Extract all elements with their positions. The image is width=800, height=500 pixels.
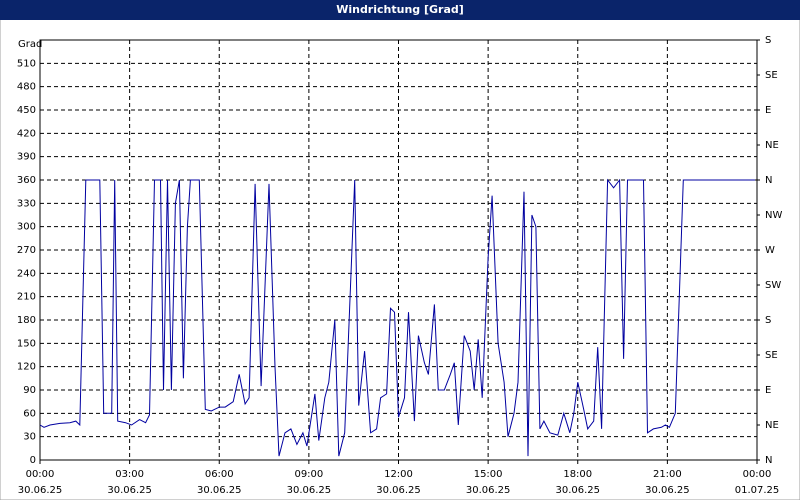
x-tick-time: 06:00 (205, 469, 234, 480)
data-line (39, 178, 755, 457)
x-tick-time: 12:00 (384, 469, 413, 480)
y2-tick-label: W (765, 245, 775, 256)
y-tick-label: 90 (23, 385, 36, 396)
y2-tick-label: E (765, 385, 771, 396)
x-tick-date: 30.06.25 (107, 485, 152, 496)
y2-tick-label: S (765, 315, 771, 326)
y-tick-label: 480 (17, 82, 36, 93)
y2-tick-label: NE (765, 420, 779, 431)
y2-tick-label: N (765, 175, 772, 186)
x-tick-date: 01.07.25 (735, 485, 780, 496)
y-tick-label: 60 (23, 408, 36, 419)
y2-tick-label: NE (765, 140, 779, 151)
y-tick-label: 0 (30, 455, 36, 466)
x-tick-date: 30.06.25 (197, 485, 242, 496)
plot-frame (39, 39, 758, 461)
y-tick-label: 510 (17, 58, 36, 69)
y-tick-label: 330 (17, 198, 36, 209)
y-tick-label: 300 (17, 222, 36, 233)
x-tick-time: 00:00 (26, 469, 55, 480)
y-tick-label: 240 (17, 268, 36, 279)
x-tick-time: 09:00 (294, 469, 323, 480)
y2-tick-label: E (765, 105, 771, 116)
y-tick-label: 420 (17, 128, 36, 139)
y-tick-label: 150 (17, 338, 36, 349)
chart-title: Windrichtung [Grad] (336, 3, 464, 16)
x-tick-time: 00:00 (743, 469, 772, 480)
x-tick-date: 30.06.25 (18, 485, 63, 496)
y-axis-label: Grad (18, 39, 42, 50)
y-tick-label: 120 (17, 362, 36, 373)
y-tick-label: 450 (17, 105, 36, 116)
title-bar (0, 0, 800, 20)
y-tick-label: 30 (23, 432, 36, 443)
y-tick-label: 210 (17, 292, 36, 303)
y-tick-label: 360 (17, 175, 36, 186)
y2-tick-label: N (765, 455, 772, 466)
y-tick-label: 270 (17, 245, 36, 256)
x-tick-time: 03:00 (115, 469, 144, 480)
x-tick-time: 18:00 (563, 469, 592, 480)
x-tick-date: 30.06.25 (376, 485, 421, 496)
x-tick-date: 30.06.25 (466, 485, 511, 496)
y-tick-label: 180 (17, 315, 36, 326)
y2-tick-label: SE (765, 70, 778, 81)
y2-tick-label: NW (765, 210, 782, 221)
y2-tick-label: S (765, 35, 771, 46)
x-tick-date: 30.06.25 (287, 485, 332, 496)
x-tick-time: 15:00 (474, 469, 503, 480)
x-tick-date: 30.06.25 (555, 485, 600, 496)
y-tick-label: 390 (17, 152, 36, 163)
x-tick-date: 30.06.25 (645, 485, 690, 496)
y2-tick-label: SW (765, 280, 781, 291)
y2-tick-label: SE (765, 350, 778, 361)
x-tick-time: 21:00 (653, 469, 682, 480)
